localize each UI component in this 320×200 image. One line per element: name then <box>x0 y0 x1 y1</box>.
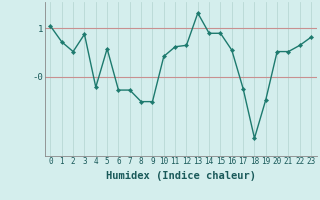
X-axis label: Humidex (Indice chaleur): Humidex (Indice chaleur) <box>106 171 256 181</box>
